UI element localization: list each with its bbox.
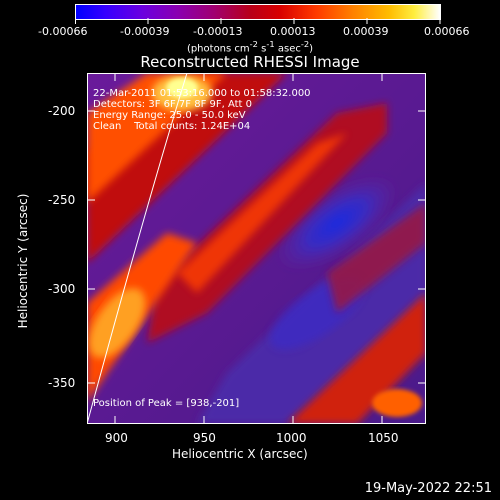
y-tick-label: -350 xyxy=(48,376,76,390)
info-detectors: Detectors: 3F 6F 7F 8F 9F, Att 0 xyxy=(93,99,253,110)
limb-line xyxy=(87,73,188,424)
colorbar-units: (photons cm-2 s-1 asec-2) xyxy=(186,39,314,55)
colorbar-tick-label: 0.00039 xyxy=(343,25,389,38)
info-energy-range: Energy Range: 25.0 - 50.0 keV xyxy=(93,110,246,121)
colorbar-tick-label: 0.00066 xyxy=(424,25,470,38)
info-total-counts: Clean Total counts: 1.24E+04 xyxy=(93,121,251,132)
y-axis-title: Heliocentric Y (arcsec) xyxy=(16,193,30,329)
peak-position: Position of Peak = [938,-201] xyxy=(93,398,240,409)
colorbar-ticks xyxy=(75,18,441,24)
colorbar xyxy=(75,4,441,20)
x-tick-label: 1050 xyxy=(368,431,399,445)
info-time-range: 22-Mar-2011 01:53:16.000 to 01:58:32.000 xyxy=(93,88,311,99)
y-tick-label: -250 xyxy=(48,193,76,207)
colorbar-tick-label: 0.00013 xyxy=(270,25,316,38)
x-tick-label: 900 xyxy=(105,431,128,445)
colorbar-tick-label: -0.00039 xyxy=(120,25,170,38)
colorbar-tick-label: -0.00066 xyxy=(38,25,88,38)
x-axis-title: Heliocentric X (arcsec) xyxy=(172,447,308,461)
solar-image xyxy=(87,73,426,424)
colorbar-tick-label: -0.00013 xyxy=(193,25,243,38)
y-tick-label: -300 xyxy=(48,282,76,296)
timestamp: 19-May-2022 22:51 xyxy=(364,481,492,496)
image-title: Reconstructed RHESSI Image xyxy=(140,53,360,71)
x-tick-label: 1000 xyxy=(276,431,307,445)
x-tick-label: 950 xyxy=(193,431,216,445)
y-tick-label: -200 xyxy=(48,104,76,118)
